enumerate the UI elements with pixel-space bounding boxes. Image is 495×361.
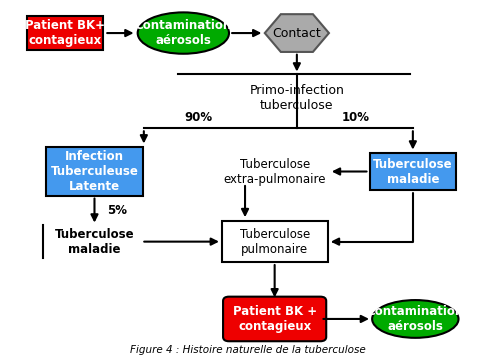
FancyBboxPatch shape <box>223 297 326 341</box>
Ellipse shape <box>138 12 229 54</box>
FancyBboxPatch shape <box>47 147 143 196</box>
Text: Contamination
aérosols: Contamination aérosols <box>135 19 232 47</box>
Text: Contamination
aérosols: Contamination aérosols <box>367 305 464 333</box>
FancyBboxPatch shape <box>27 16 103 50</box>
Text: Primo-infection
tuberculose: Primo-infection tuberculose <box>249 84 345 112</box>
Ellipse shape <box>372 300 458 338</box>
Text: 10%: 10% <box>342 111 370 124</box>
Text: 90%: 90% <box>184 111 212 124</box>
Text: Tuberculose
maladie: Tuberculose maladie <box>54 228 134 256</box>
Text: 5%: 5% <box>107 204 127 217</box>
FancyBboxPatch shape <box>370 153 456 190</box>
FancyBboxPatch shape <box>222 221 328 262</box>
Text: Contact: Contact <box>272 27 321 40</box>
Text: Tuberculose
extra-pulmonaire: Tuberculose extra-pulmonaire <box>223 157 326 186</box>
Text: Infection
Tuberculeuse
Latente: Infection Tuberculeuse Latente <box>50 150 139 193</box>
Text: Patient BK+
contagieux: Patient BK+ contagieux <box>25 19 105 47</box>
Text: Figure 4 : Histoire naturelle de la tuberculose: Figure 4 : Histoire naturelle de la tube… <box>130 345 365 355</box>
Text: Tuberculose
maladie: Tuberculose maladie <box>373 157 452 186</box>
Text: Tuberculose
pulmonaire: Tuberculose pulmonaire <box>240 228 310 256</box>
Polygon shape <box>265 14 329 52</box>
Text: Patient BK +
contagieux: Patient BK + contagieux <box>233 305 317 333</box>
